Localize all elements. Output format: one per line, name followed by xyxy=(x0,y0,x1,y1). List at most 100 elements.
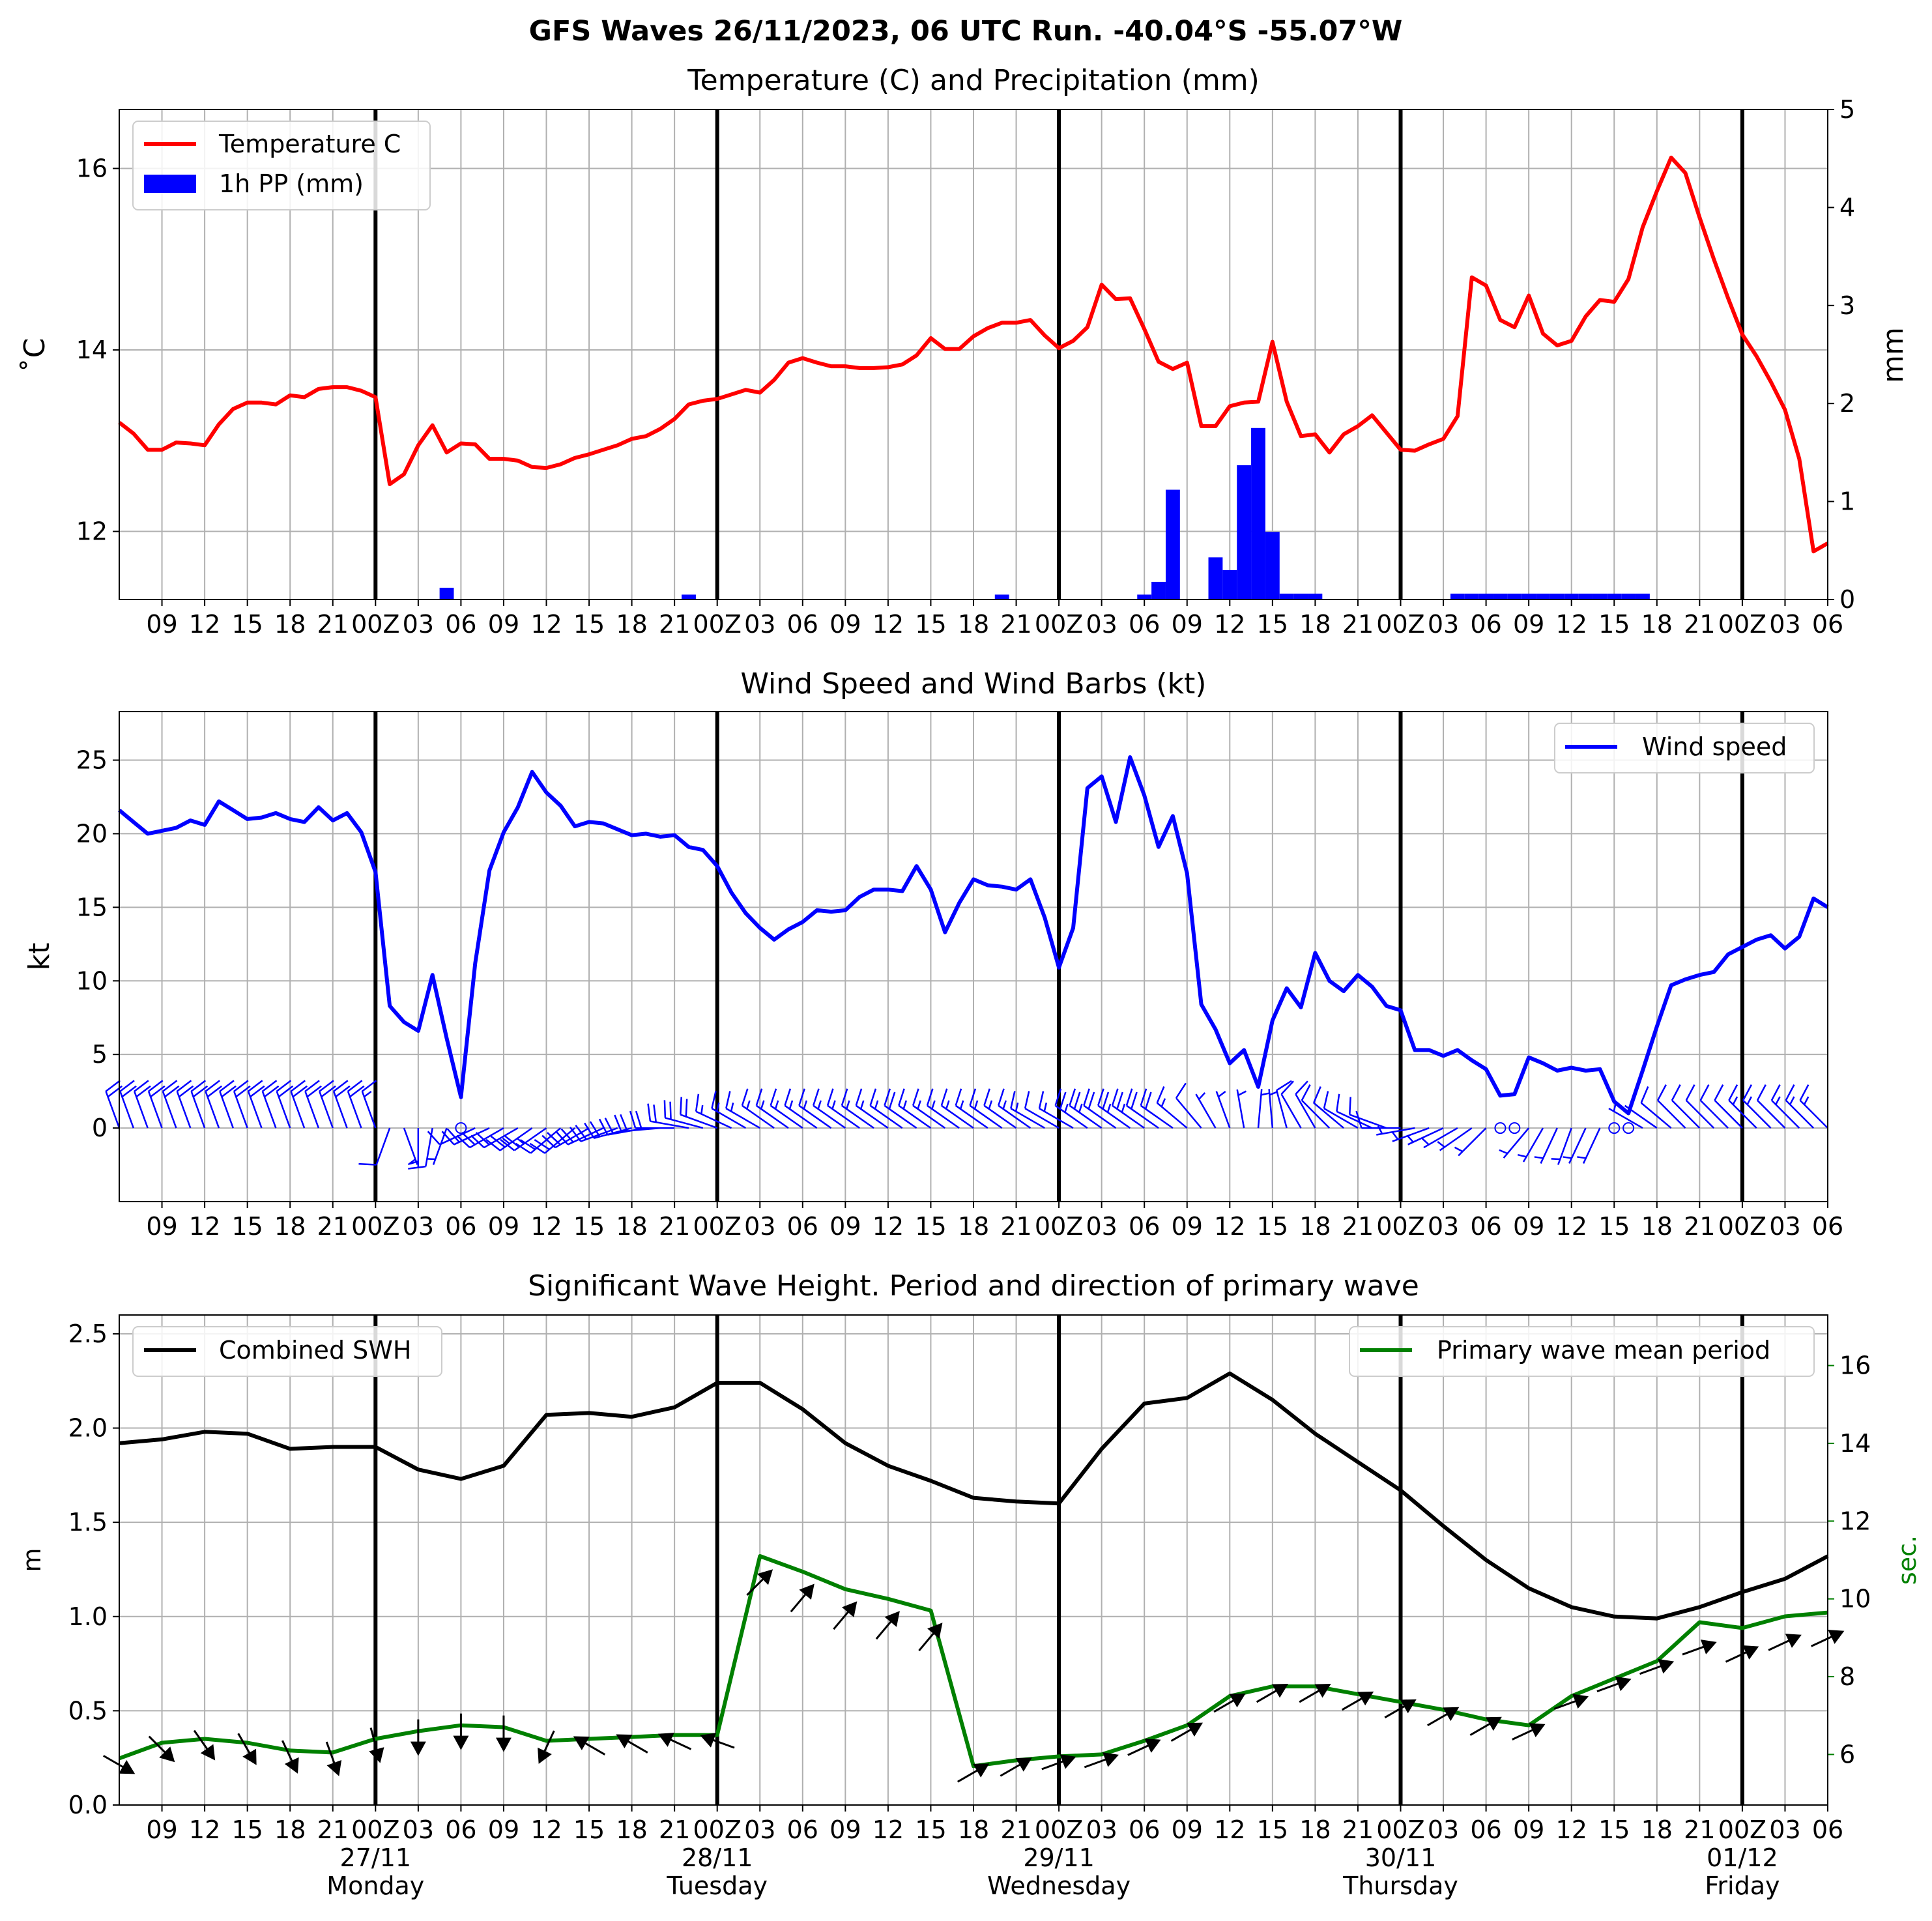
xtick-label: 12 xyxy=(530,1815,562,1844)
precip-bar xyxy=(1165,489,1180,599)
xtick-label: 21 xyxy=(1000,1815,1031,1844)
wind-barb xyxy=(926,1088,960,1129)
wind-barb xyxy=(784,1088,818,1129)
xtick-label: 00Z xyxy=(693,1212,742,1241)
day-weekday-label: Thursday xyxy=(1342,1871,1458,1900)
xtick-label: 03 xyxy=(1086,610,1117,639)
wave-direction-arrow xyxy=(957,1763,990,1783)
precip-bar xyxy=(1265,532,1280,599)
precip-bar xyxy=(1308,593,1323,599)
wind-barb xyxy=(841,1088,874,1129)
wind-barb xyxy=(912,1088,946,1129)
panel3-frame xyxy=(119,1314,1828,1806)
wind-barb xyxy=(1125,1088,1159,1129)
wind-barb xyxy=(725,1091,760,1129)
precip-bar xyxy=(682,594,696,599)
xtick-label: 18 xyxy=(958,1212,989,1241)
ytick-label: 5 xyxy=(1839,95,1855,124)
wind-barb xyxy=(647,1103,689,1129)
xtick-label: 06 xyxy=(787,1815,818,1844)
ytick-label: 16 xyxy=(1839,1351,1871,1380)
ytick-label: 0.0 xyxy=(68,1791,108,1819)
wind-barb xyxy=(147,1080,166,1129)
wind-barb xyxy=(1323,1091,1359,1129)
wave-direction-arrow xyxy=(369,1727,384,1763)
xtick-label: 03 xyxy=(403,610,434,639)
wind-barb xyxy=(1421,1127,1458,1149)
xtick-label: 18 xyxy=(958,1815,989,1844)
wave-direction-arrow xyxy=(1041,1754,1076,1770)
wave-direction-arrow xyxy=(281,1740,299,1774)
wave-direction-arrow xyxy=(1639,1658,1675,1675)
precip-bar xyxy=(1621,593,1636,599)
xtick-label: 06 xyxy=(1812,610,1843,639)
wind-barb xyxy=(1699,1084,1729,1129)
xtick-label: 03 xyxy=(1086,1212,1117,1241)
wave-direction-arrow xyxy=(1256,1683,1289,1703)
xtick-label: 12 xyxy=(530,1212,562,1241)
day-weekday-label: Wednesday xyxy=(987,1871,1131,1900)
wind-barb xyxy=(1236,1089,1247,1129)
ytick-label: 2.5 xyxy=(68,1320,108,1348)
wind-barb xyxy=(205,1080,222,1129)
xtick-label: 06 xyxy=(1129,1212,1160,1241)
xtick-label: 21 xyxy=(1684,1212,1715,1241)
xtick-label: 18 xyxy=(1641,610,1673,639)
xtick-label: 18 xyxy=(1299,1815,1331,1844)
precip-bar xyxy=(1464,593,1479,599)
xtick-label: 15 xyxy=(1257,1815,1288,1844)
wind-barb xyxy=(1770,1084,1800,1129)
panel2-legend: Wind speed xyxy=(1554,723,1815,773)
wave-direction-arrow xyxy=(1384,1699,1417,1719)
ytick-label: 14 xyxy=(76,336,108,364)
wind-barb xyxy=(219,1080,237,1129)
xtick-label: 21 xyxy=(317,610,349,639)
wave-panel: Significant Wave Height. Period and dire… xyxy=(18,1269,1922,1900)
day-date-label: 28/11 xyxy=(682,1843,753,1872)
xtick-label: 21 xyxy=(659,1815,690,1844)
panel2-yticks: 0 5 10 15 20 25 xyxy=(76,746,119,1142)
wind-barb xyxy=(983,1088,1017,1129)
wind-barb xyxy=(998,1088,1031,1129)
wind-barb-calm xyxy=(455,1122,467,1134)
wind-barb xyxy=(1257,1089,1271,1129)
xtick-label: 18 xyxy=(274,1212,306,1241)
xtick-label: 18 xyxy=(1299,610,1331,639)
wave-direction-arrow xyxy=(1000,1757,1032,1777)
day-weekday-label: Tuesday xyxy=(666,1871,768,1900)
wind-barb xyxy=(1756,1084,1786,1129)
xtick-label: 12 xyxy=(872,1212,904,1241)
wind-barb xyxy=(629,1110,675,1129)
ytick-label: 6 xyxy=(1839,1740,1855,1769)
xtick-label: 21 xyxy=(317,1212,349,1241)
precip-bar xyxy=(1493,593,1508,599)
wave-direction-arrow xyxy=(1725,1645,1759,1663)
xtick-label: 09 xyxy=(146,1815,177,1844)
xtick-label: 03 xyxy=(1428,1212,1459,1241)
precip-bar xyxy=(1208,557,1223,599)
wave-direction-arrow xyxy=(746,1569,773,1596)
wind-barb xyxy=(1454,1127,1487,1157)
panel1-xticks: 09 12 15 18 21 00Z 03 06 09 12 15 18 21 00Z 03 06 09 12 15… xyxy=(146,599,1843,639)
ytick-label: 25 xyxy=(76,746,108,775)
ytick-label: 1 xyxy=(1839,487,1855,516)
wind-barb xyxy=(1685,1084,1715,1129)
ytick-label: 1.5 xyxy=(68,1508,108,1537)
wind-barb xyxy=(755,1088,789,1129)
wind-barb xyxy=(1671,1084,1701,1129)
wind-barb xyxy=(1799,1084,1828,1129)
xtick-label: 00Z xyxy=(693,1815,742,1844)
xtick-label: 06 xyxy=(1470,1212,1501,1241)
wave-direction-arrows xyxy=(103,1569,1845,1783)
wind-barb xyxy=(409,1128,420,1168)
precip-bar xyxy=(1564,593,1579,599)
panel3-ylabel-right: sec. xyxy=(1893,1535,1922,1585)
ytick-label: 12 xyxy=(1839,1507,1871,1535)
day-date-label: 01/12 xyxy=(1707,1843,1778,1872)
wind-barb xyxy=(1517,1127,1544,1163)
wave-direction-arrow xyxy=(410,1719,426,1756)
xtick-label: 18 xyxy=(1299,1212,1331,1241)
wind-barb xyxy=(1280,1080,1302,1129)
xtick-label: 00Z xyxy=(351,1815,399,1844)
xtick-label: 15 xyxy=(1598,1815,1630,1844)
